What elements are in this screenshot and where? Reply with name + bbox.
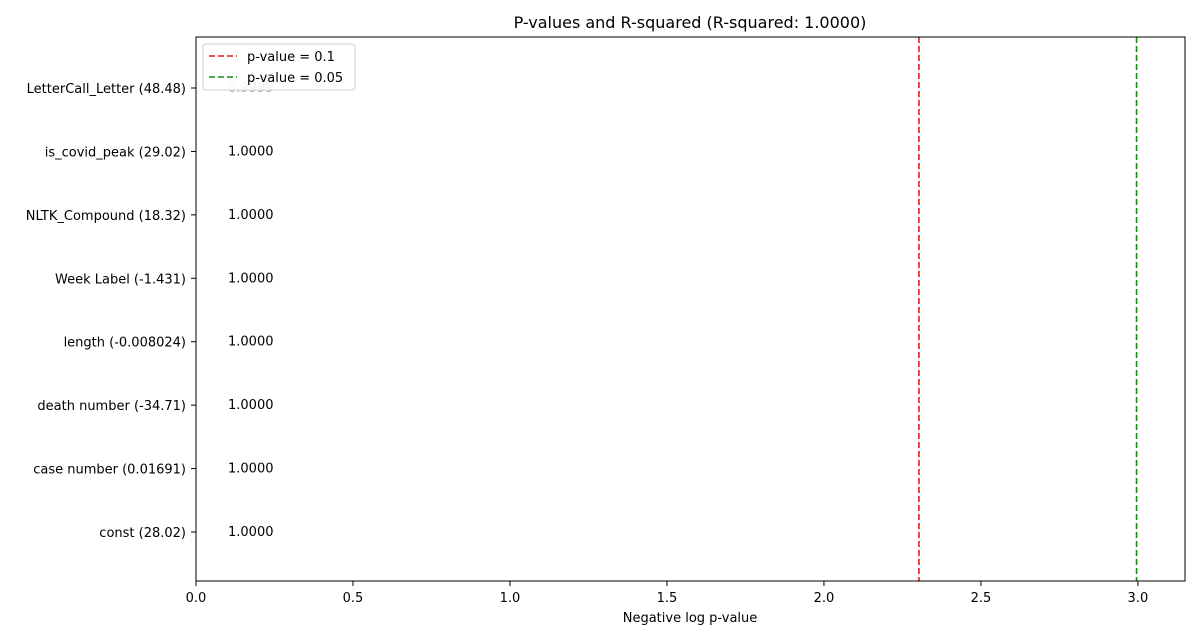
x-tick-label: 1.5 xyxy=(657,591,678,606)
y-tick-label: case number (0.01691) xyxy=(33,463,186,478)
bar-value-label: 1.0000 xyxy=(228,208,274,223)
bar-value-label: 1.0000 xyxy=(228,271,274,286)
y-tick-label: Week Label (-1.431) xyxy=(55,272,186,287)
x-tick-label: 2.0 xyxy=(814,591,835,606)
x-tick-label: 2.5 xyxy=(971,591,992,606)
x-axis-label: Negative log p-value xyxy=(623,611,758,626)
bar-value-label: 1.0000 xyxy=(228,525,274,540)
x-tick-label: 0.0 xyxy=(186,591,207,606)
x-tick-label: 0.5 xyxy=(343,591,364,606)
legend-entry: p-value = 0.1 xyxy=(247,50,335,65)
y-tick-label: is_covid_peak (29.02) xyxy=(45,145,186,160)
bar-value-label: 1.0000 xyxy=(228,335,274,350)
legend-entry: p-value = 0.05 xyxy=(247,71,343,86)
y-tick-label: const (28.02) xyxy=(99,526,186,541)
y-axis: const (28.02) case number (0.01691) death … xyxy=(26,82,196,541)
legend-box xyxy=(202,43,356,91)
plot-area: 1.0000 1.0000 1.0000 1.0000 1.0000 1.0000 1.00… xyxy=(228,37,1138,581)
x-axis: 0.0 0.5 1.0 1.5 2.0 2.5 3.0 xyxy=(186,581,1149,606)
chart-title: P-values and R-squared (R-squared: 1.000… xyxy=(514,13,867,32)
bar-value-label: 1.0000 xyxy=(228,398,274,413)
x-tick-label: 3.0 xyxy=(1128,591,1149,606)
plot-frame xyxy=(195,36,1186,582)
y-tick-label: length (-0.008024) xyxy=(64,336,186,351)
bar-value-label: 1.0000 xyxy=(228,462,274,477)
y-tick-label: death number (-34.71) xyxy=(37,399,186,414)
bar-value-label: 1.0000 xyxy=(228,144,274,159)
y-tick-label: NLTK_Compound (18.32) xyxy=(26,209,186,224)
y-tick-label: LetterCall_Letter (48.48) xyxy=(27,82,186,97)
x-tick-label: 1.0 xyxy=(500,591,521,606)
legend: p-value = 0.1 p-value = 0.05 xyxy=(202,43,356,91)
